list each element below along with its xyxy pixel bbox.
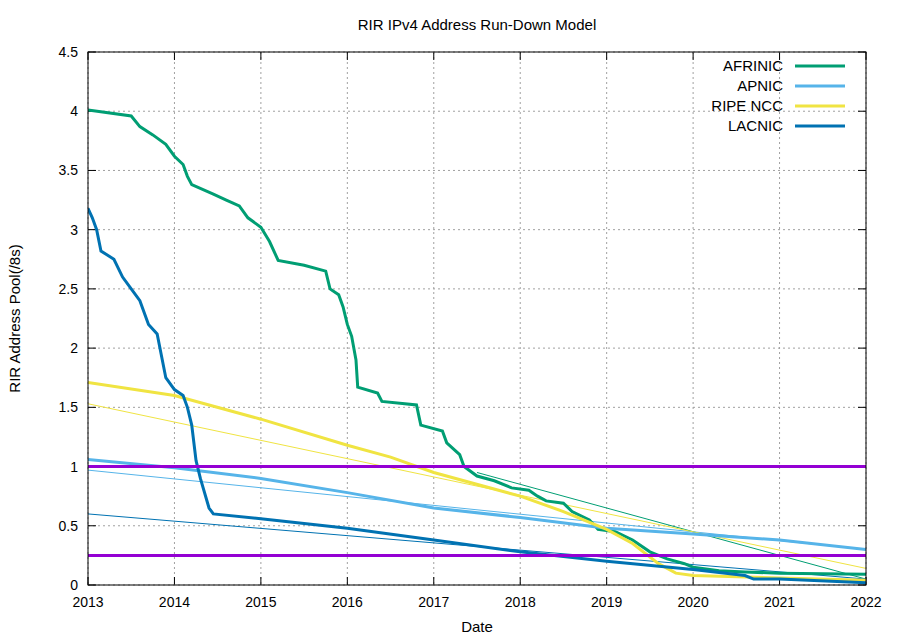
x-tick bbox=[606, 577, 607, 585]
y-tick bbox=[88, 348, 96, 349]
x-grid-line bbox=[520, 52, 521, 585]
reference-line bbox=[88, 554, 866, 557]
x-tick-label: 2013 bbox=[72, 594, 103, 610]
plot-frame bbox=[88, 52, 866, 585]
chart: 2013201420152016201720182019202020212022… bbox=[0, 0, 900, 640]
y-tick-label: 0 bbox=[70, 577, 78, 593]
y-tick-label: 3.5 bbox=[59, 162, 79, 178]
y-grid-line bbox=[88, 288, 866, 289]
y-tick bbox=[858, 288, 866, 289]
series-line bbox=[88, 208, 866, 582]
x-tick-label: 2017 bbox=[418, 594, 449, 610]
y-grid-line bbox=[88, 348, 866, 349]
x-tick bbox=[433, 577, 434, 585]
y-grid-line bbox=[88, 170, 866, 171]
x-tick bbox=[520, 577, 521, 585]
x-tick-label: 2018 bbox=[505, 594, 536, 610]
x-tick-label: 2015 bbox=[245, 594, 276, 610]
y-tick-label: 4 bbox=[70, 103, 78, 119]
series-line bbox=[88, 459, 866, 549]
y-tick bbox=[88, 525, 96, 526]
x-tick-label: 2021 bbox=[764, 594, 795, 610]
title: RIR IPv4 Address Run-Down Model bbox=[358, 16, 596, 33]
y-grid-line bbox=[88, 407, 866, 408]
x-tick bbox=[174, 52, 175, 60]
plot-area bbox=[88, 110, 866, 583]
y-tick bbox=[88, 170, 96, 171]
reference-line bbox=[88, 465, 866, 468]
x-tick-label: 2014 bbox=[159, 594, 190, 610]
x-tick bbox=[347, 577, 348, 585]
series-line bbox=[88, 382, 866, 580]
x-tick bbox=[174, 577, 175, 585]
series-line bbox=[88, 404, 866, 569]
y-tick bbox=[858, 525, 866, 526]
legend-label: RIPE NCC bbox=[711, 97, 783, 114]
y-tick bbox=[858, 348, 866, 349]
x-tick-label: 2016 bbox=[332, 594, 363, 610]
legend-label: APNIC bbox=[737, 77, 783, 94]
y-tick bbox=[88, 288, 96, 289]
y-tick bbox=[88, 229, 96, 230]
x-tick bbox=[520, 52, 521, 60]
x-grid-line bbox=[606, 52, 607, 585]
y-grid-line bbox=[88, 466, 866, 467]
x-tick bbox=[693, 577, 694, 585]
x-tick bbox=[347, 52, 348, 60]
y-tick-label: 0.5 bbox=[59, 518, 79, 534]
y-tick-label: 2.5 bbox=[59, 281, 79, 297]
x-tick-label: 2020 bbox=[678, 594, 709, 610]
legend-swatch bbox=[795, 125, 845, 128]
x-grid-line bbox=[174, 52, 175, 585]
legend-swatch bbox=[795, 105, 845, 108]
x-tick bbox=[433, 52, 434, 60]
legend-swatch bbox=[795, 85, 845, 88]
legend-label: LACNIC bbox=[728, 117, 783, 134]
y-tick bbox=[88, 407, 96, 408]
y-tick-label: 1 bbox=[70, 459, 78, 475]
x-grid-line bbox=[260, 52, 261, 585]
y-tick-label: 4.5 bbox=[59, 44, 79, 60]
x-tick bbox=[693, 52, 694, 60]
series-line bbox=[88, 110, 866, 574]
x-tick bbox=[260, 577, 261, 585]
legend-label: AFRINIC bbox=[723, 57, 783, 74]
x-tick bbox=[260, 52, 261, 60]
y-tick-label: 1.5 bbox=[59, 399, 79, 415]
y-grid-line bbox=[88, 525, 866, 526]
x-tick bbox=[606, 52, 607, 60]
x-grid-line bbox=[693, 52, 694, 585]
y-grid-line bbox=[88, 229, 866, 230]
y-tick bbox=[858, 229, 866, 230]
x-tick-label: 2019 bbox=[591, 594, 622, 610]
y-tick bbox=[858, 170, 866, 171]
x-tick-label: 2022 bbox=[850, 594, 881, 610]
y-tick-label: 2 bbox=[70, 340, 78, 356]
y-tick-label: 3 bbox=[70, 222, 78, 238]
x-axis-label: Date bbox=[461, 618, 493, 635]
legend-swatch bbox=[795, 65, 845, 68]
y-tick bbox=[858, 407, 866, 408]
y-axis-label: RIR Address Pool(/8s) bbox=[6, 244, 23, 392]
y-tick bbox=[858, 111, 866, 112]
